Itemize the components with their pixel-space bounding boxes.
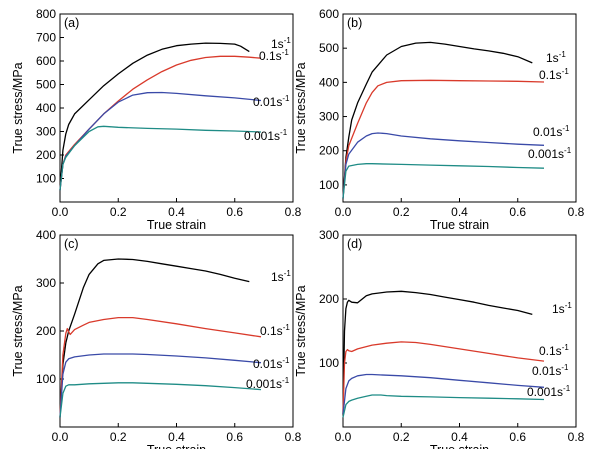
series-line-1 <box>342 41 533 199</box>
x-tick-label: 0.6 <box>509 205 526 219</box>
x-tick-label: 0.6 <box>226 430 243 444</box>
series-label-3: 0.01s-1 <box>253 94 290 109</box>
series-label-3: 0.01s-1 <box>532 363 569 378</box>
series-line-4 <box>59 382 262 418</box>
y-tick-label: 100 <box>319 356 339 370</box>
y-tick-label: 100 <box>36 372 56 386</box>
chart-panel-4: 0.0 0.2 0.4 0.6 0.8 100 200 300 True strain True … <box>294 228 585 449</box>
y-axis-title: True stress/MPa <box>11 62 25 153</box>
series-line-2 <box>59 316 262 418</box>
x-tick-label: 0.6 <box>509 430 526 444</box>
series-label-4: 0.001s-1 <box>528 146 572 161</box>
series-line-4 <box>342 394 545 418</box>
series-label-4: 0.001s-1 <box>244 128 288 143</box>
series-line-1 <box>59 258 250 418</box>
plot-frame <box>59 234 294 428</box>
x-tick-label: 0.4 <box>451 205 468 219</box>
series-line-3 <box>59 353 262 418</box>
series-label-2: 0.1s-1 <box>259 48 289 63</box>
y-tick-label: 300 <box>36 276 56 290</box>
panel-label: (c) <box>64 237 79 251</box>
y-tick-label: 200 <box>319 144 339 158</box>
y-tick-label: 800 <box>36 7 56 21</box>
series-line-3 <box>59 91 262 191</box>
y-tick-label: 300 <box>319 228 339 242</box>
series-label-3: 0.01s-1 <box>253 356 290 371</box>
series-label-1: 1s-1 <box>271 36 291 51</box>
series-line-2 <box>342 79 545 199</box>
y-tick-label: 600 <box>319 7 339 21</box>
x-tick-label: 0.6 <box>226 205 243 219</box>
y-tick-label: 200 <box>319 292 339 306</box>
x-tick-label: 0.2 <box>110 430 127 444</box>
x-tick-label: 0.4 <box>168 430 185 444</box>
x-tick-label: 0.8 <box>285 205 302 219</box>
x-tick-label: 0.4 <box>451 430 468 444</box>
y-tick-label: 100 <box>319 178 339 192</box>
x-tick-label: 0.2 <box>393 205 410 219</box>
series-label-1: 1s-1 <box>546 50 566 65</box>
y-tick-label: 500 <box>36 78 56 92</box>
y-tick-label: 700 <box>36 31 56 45</box>
series-line-1 <box>342 290 533 415</box>
y-tick-label: 300 <box>36 125 56 139</box>
y-tick-label: 200 <box>36 148 56 162</box>
y-tick-label: 100 <box>36 172 56 186</box>
x-tick-label: 0.0 <box>335 430 352 444</box>
series-line-2 <box>59 55 262 191</box>
y-tick-label: 300 <box>319 110 339 124</box>
y-tick-label: 600 <box>36 54 56 68</box>
y-tick-label: 200 <box>36 324 56 338</box>
series-label-4: 0.001s-1 <box>527 384 571 399</box>
series-label-2: 0.1s-1 <box>539 343 569 358</box>
y-tick-label: 500 <box>319 41 339 55</box>
series-line-4 <box>59 125 262 191</box>
series-label-2: 0.1s-1 <box>260 323 290 338</box>
y-axis-title: True stress/MPa <box>294 62 308 153</box>
chart-panel-2: 0.0 0.2 0.4 0.6 0.8 100 200 300 400 500 600 True st… <box>294 7 585 232</box>
series-line-2 <box>342 341 545 415</box>
x-tick-label: 0.0 <box>52 205 69 219</box>
y-axis-title: True stress/MPa <box>294 285 308 376</box>
x-axis-title: True strain <box>430 218 489 232</box>
series-label-1: 1s-1 <box>271 269 291 284</box>
x-axis-title: True strain <box>147 218 206 232</box>
x-axis-title: True strain <box>430 443 489 449</box>
series-line-3 <box>342 373 545 415</box>
x-tick-label: 0.4 <box>168 205 185 219</box>
series-label-2: 0.1s-1 <box>539 67 569 82</box>
x-tick-label: 0.2 <box>393 430 410 444</box>
y-tick-label: 400 <box>319 75 339 89</box>
series-label-1: 1s-1 <box>552 301 572 316</box>
panel-label: (a) <box>64 16 79 30</box>
y-tick-label: 400 <box>36 228 56 242</box>
y-axis-title: True stress/MPa <box>11 285 25 376</box>
plot-frame <box>342 13 577 203</box>
series-label-4: 0.001s-1 <box>246 376 290 391</box>
x-tick-label: 0.8 <box>285 430 302 444</box>
panel-label: (d) <box>347 237 362 251</box>
x-tick-label: 0.8 <box>568 205 585 219</box>
x-axis-title: True strain <box>147 443 206 449</box>
chart-panel-1: 0.0 0.2 0.4 0.6 0.8 100 200 300 400 500 600 700 800 T… <box>11 7 302 232</box>
series-line-4 <box>342 163 545 199</box>
x-tick-label: 0.2 <box>110 205 127 219</box>
series-line-1 <box>59 42 250 191</box>
series-label-3: 0.01s-1 <box>533 124 570 139</box>
chart-panel-3: 0.0 0.2 0.4 0.6 0.8 100 200 300 400 True strain Tr… <box>11 228 302 449</box>
panel-label: (b) <box>347 16 362 30</box>
x-tick-label: 0.0 <box>335 205 352 219</box>
series-line-3 <box>342 132 545 199</box>
x-tick-label: 0.0 <box>52 430 69 444</box>
x-tick-label: 0.8 <box>568 430 585 444</box>
y-tick-label: 400 <box>36 101 56 115</box>
